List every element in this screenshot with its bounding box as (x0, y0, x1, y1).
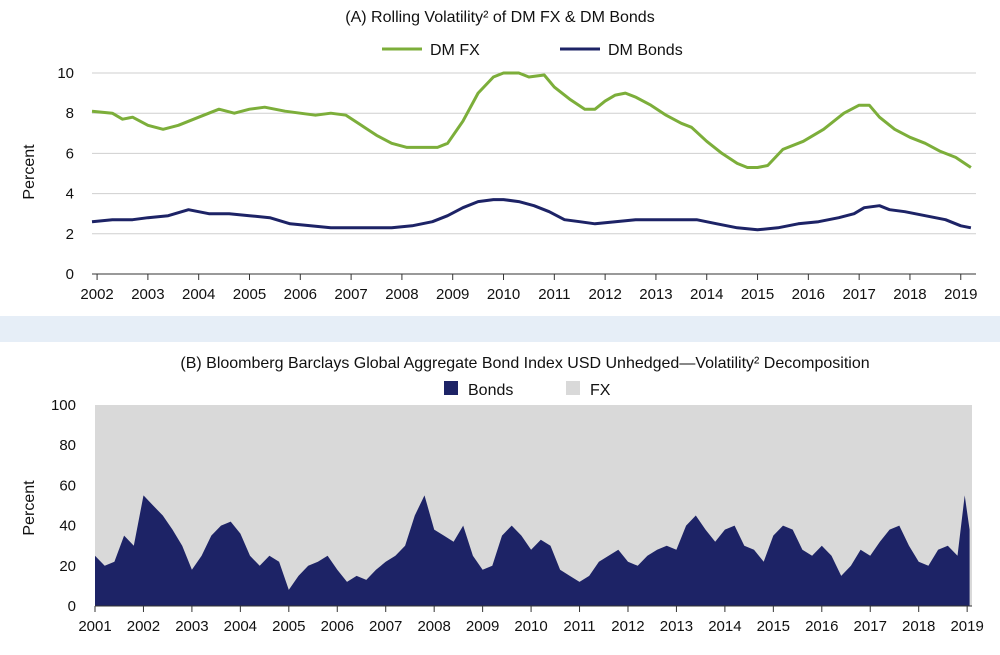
panel-a-legend: DM FX DM Bonds (382, 42, 683, 59)
y-tick-label: 0 (68, 598, 76, 615)
panel-b-title: (B) Bloomberg Barclays Global Aggregate … (180, 355, 869, 372)
x-tick-label: 2003 (131, 286, 164, 303)
x-tick-label: 2007 (334, 286, 367, 303)
x-tick-label: 2001 (78, 618, 111, 635)
y-tick-label: 100 (51, 397, 76, 414)
x-tick-label: 2006 (321, 618, 354, 635)
x-tick-label: 2008 (385, 286, 418, 303)
legend-label: DM Bonds (608, 42, 683, 59)
y-tick-label: 40 (59, 518, 76, 535)
x-tick-label: 2018 (902, 618, 935, 635)
panel-b-chart: (B) Bloomberg Barclays Global Aggregate … (21, 355, 984, 635)
legend-label: DM FX (430, 42, 480, 59)
x-tick-label: 2011 (563, 618, 595, 635)
y-tick-label: 2 (66, 226, 74, 243)
panel-a-series (91, 71, 972, 232)
x-tick-label: 2004 (182, 286, 215, 303)
fx-series-line (91, 71, 972, 169)
x-tick-label: 2010 (514, 618, 547, 635)
y-tick-label: 80 (59, 437, 76, 454)
y-tick-label: 10 (57, 65, 74, 82)
x-tick-label: 2003 (175, 618, 208, 635)
x-tick-label: 2013 (639, 286, 672, 303)
x-tick-label: 2015 (757, 618, 790, 635)
panel-b-y-axis-label: Percent (21, 480, 38, 536)
x-tick-label: 2014 (708, 618, 741, 635)
x-tick-label: 2002 (127, 618, 160, 635)
panel-a-chart: (A) Rolling Volatility² of DM FX & DM Bo… (21, 9, 977, 303)
x-tick-label: 2019 (944, 286, 977, 303)
x-tick-label: 2005 (233, 286, 266, 303)
x-tick-label: 2010 (487, 286, 520, 303)
y-tick-label: 6 (66, 145, 74, 162)
x-tick-label: 2007 (369, 618, 402, 635)
x-tick-label: 2008 (417, 618, 450, 635)
x-tick-label: 2009 (436, 286, 469, 303)
x-tick-label: 2002 (80, 286, 113, 303)
x-tick-label: 2004 (224, 618, 257, 635)
x-tick-label: 2015 (741, 286, 774, 303)
x-tick-label: 2006 (284, 286, 317, 303)
legend-label: Bonds (468, 382, 513, 399)
y-tick-label: 4 (66, 186, 74, 203)
legend-swatch (566, 381, 580, 395)
x-tick-label: 2012 (588, 286, 621, 303)
x-tick-label: 2005 (272, 618, 305, 635)
x-tick-label: 2019 (950, 618, 983, 635)
panel-separator (0, 316, 1000, 342)
x-tick-label: 2013 (660, 618, 693, 635)
panel-a-y-ticks: 0 2 4 6 8 10 (57, 65, 74, 283)
x-tick-label: 2018 (893, 286, 926, 303)
bonds-series-line (91, 198, 972, 232)
panel-a-y-axis-label: Percent (21, 144, 38, 200)
x-tick-label: 2011 (538, 286, 570, 303)
y-tick-label: 0 (66, 266, 74, 283)
y-tick-label: 8 (66, 105, 74, 122)
panel-b-y-ticks: 0 20 40 60 80 100 (51, 397, 76, 615)
x-tick-label: 2017 (842, 286, 875, 303)
panel-b-series (95, 405, 972, 607)
x-tick-label: 2016 (792, 286, 825, 303)
panel-a-x-ticks: 2002 2003 2004 2005 2006 2007 2008 2009 2010 2011… (80, 274, 977, 303)
panel-b-legend: Bonds FX (444, 381, 611, 399)
bonds-area (95, 495, 970, 606)
x-tick-label: 2009 (466, 618, 499, 635)
x-tick-label: 2017 (854, 618, 887, 635)
panel-a-title: (A) Rolling Volatility² of DM FX & DM Bo… (345, 9, 654, 26)
legend-swatch (444, 381, 458, 395)
panel-a-gridlines (92, 72, 976, 275)
y-tick-label: 60 (59, 477, 76, 494)
y-tick-label: 20 (59, 558, 76, 575)
legend-label: FX (590, 382, 611, 399)
x-tick-label: 2016 (805, 618, 838, 635)
x-tick-label: 2014 (690, 286, 723, 303)
panel-b-x-ticks: 2001 2002 2003 2004 2005 2006 2007 2008 2009 2010… (78, 606, 984, 635)
x-tick-label: 2012 (611, 618, 644, 635)
